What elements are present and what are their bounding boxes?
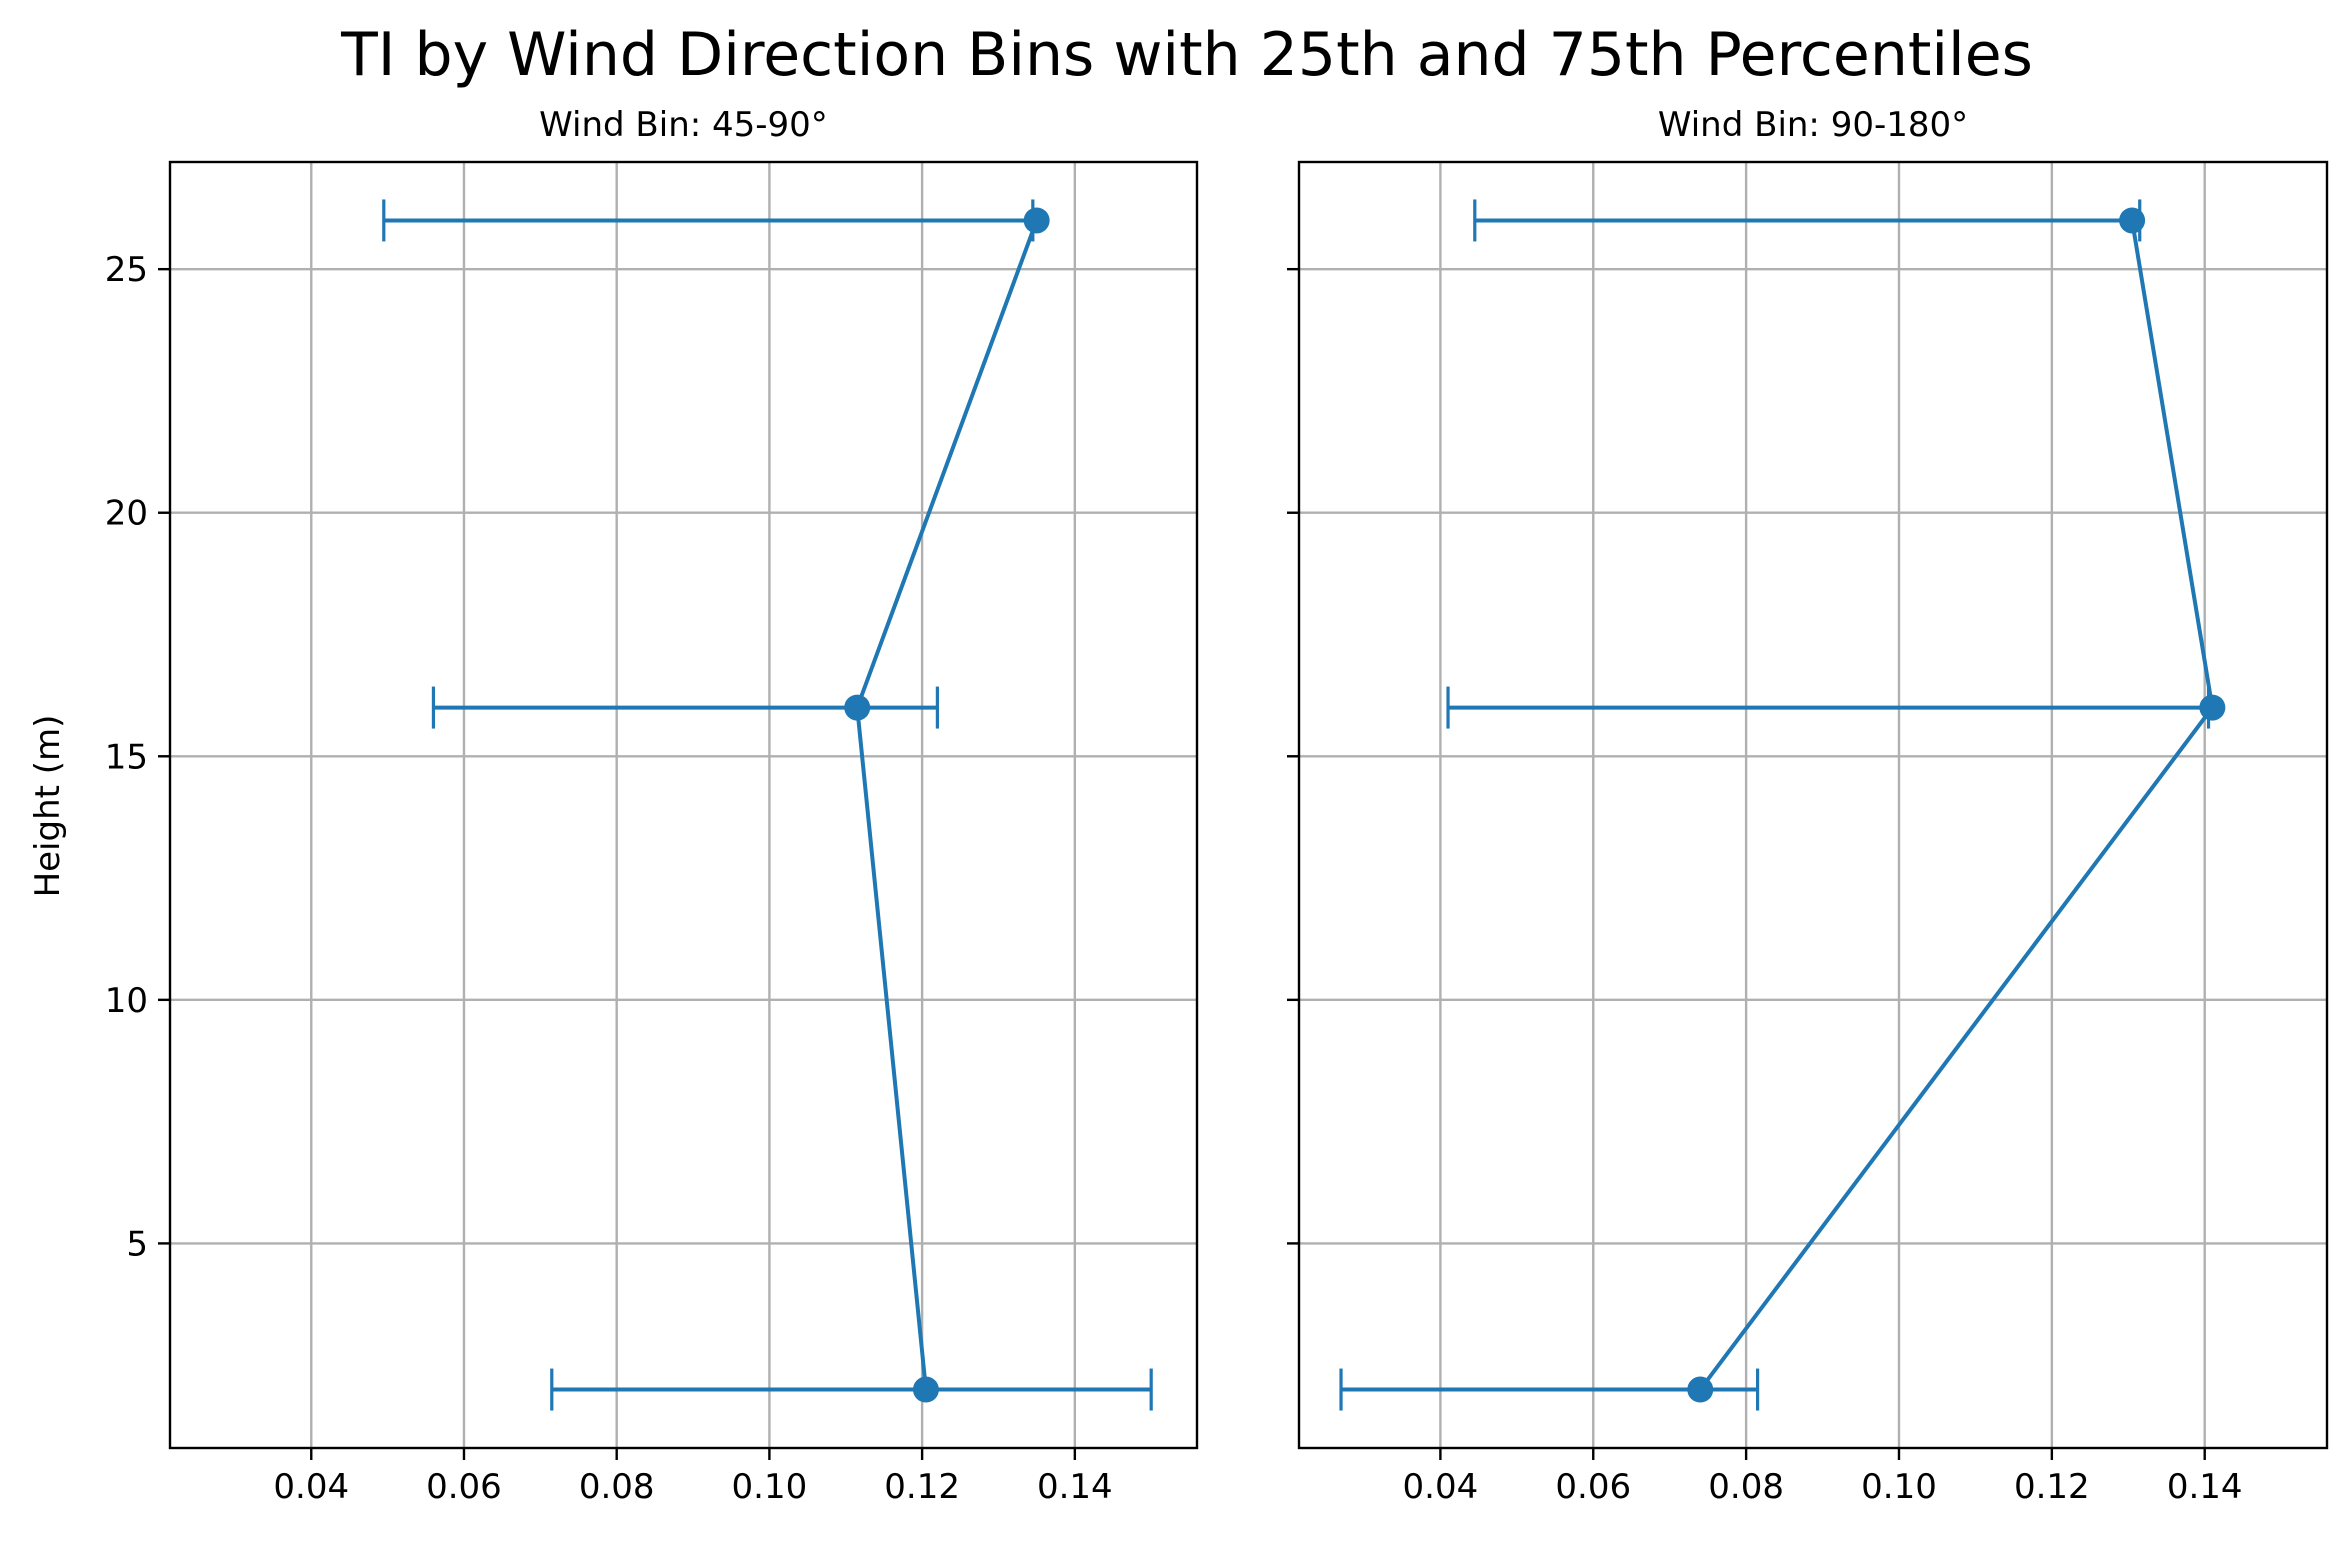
subplot-title: Wind Bin: 45-90° (539, 105, 828, 145)
y-tick-label: 25 (105, 250, 148, 290)
subplot-wind-bin-45-90: Wind Bin: 45-90° 0.04 0.06 0.08 0.10 0.12 0.14… (105, 105, 1199, 1507)
data-point (912, 1376, 939, 1403)
data-point (844, 694, 871, 721)
x-tick-label: 0.12 (884, 1467, 960, 1507)
x-tick-label: 0.08 (579, 1467, 655, 1507)
data-point (1687, 1376, 1714, 1403)
data-point (1023, 207, 1050, 234)
x-tick-label: 0.06 (426, 1467, 502, 1507)
axes-frame (1297, 160, 2329, 1450)
x-tick-label: 0.06 (1555, 1467, 1631, 1507)
y-tick-label: 15 (105, 737, 148, 777)
data-point (2199, 694, 2226, 721)
series-line (1698, 220, 2215, 1391)
data-point (2119, 207, 2146, 234)
x-tick-label: 0.04 (273, 1467, 349, 1507)
subplot-wind-bin-90-180: Wind Bin: 90-180° 0.04 0.06 0.08 0.10 0.12 0.1… (1287, 105, 2329, 1507)
x-tick-label: 0.14 (2167, 1467, 2243, 1507)
x-tick-label: 0.10 (732, 1467, 808, 1507)
series-line (855, 219, 1039, 1390)
subplot-title: Wind Bin: 90-180° (1658, 105, 1968, 145)
y-axis-label: Height (m) (28, 715, 68, 898)
x-tick-label: 0.14 (1037, 1467, 1113, 1507)
x-tick-label: 0.10 (1861, 1467, 1937, 1507)
y-tick-label: 5 (126, 1224, 148, 1264)
x-tick-label: 0.04 (1403, 1467, 1479, 1507)
figure-title: TI by Wind Direction Bins with 25th and … (340, 20, 2033, 90)
x-tick-label: 0.12 (2014, 1467, 2090, 1507)
axes-frame (168, 160, 1199, 1450)
y-tick-label: 20 (105, 494, 148, 534)
x-tick-label: 0.08 (1708, 1467, 1784, 1507)
y-tick-label: 10 (105, 981, 148, 1021)
